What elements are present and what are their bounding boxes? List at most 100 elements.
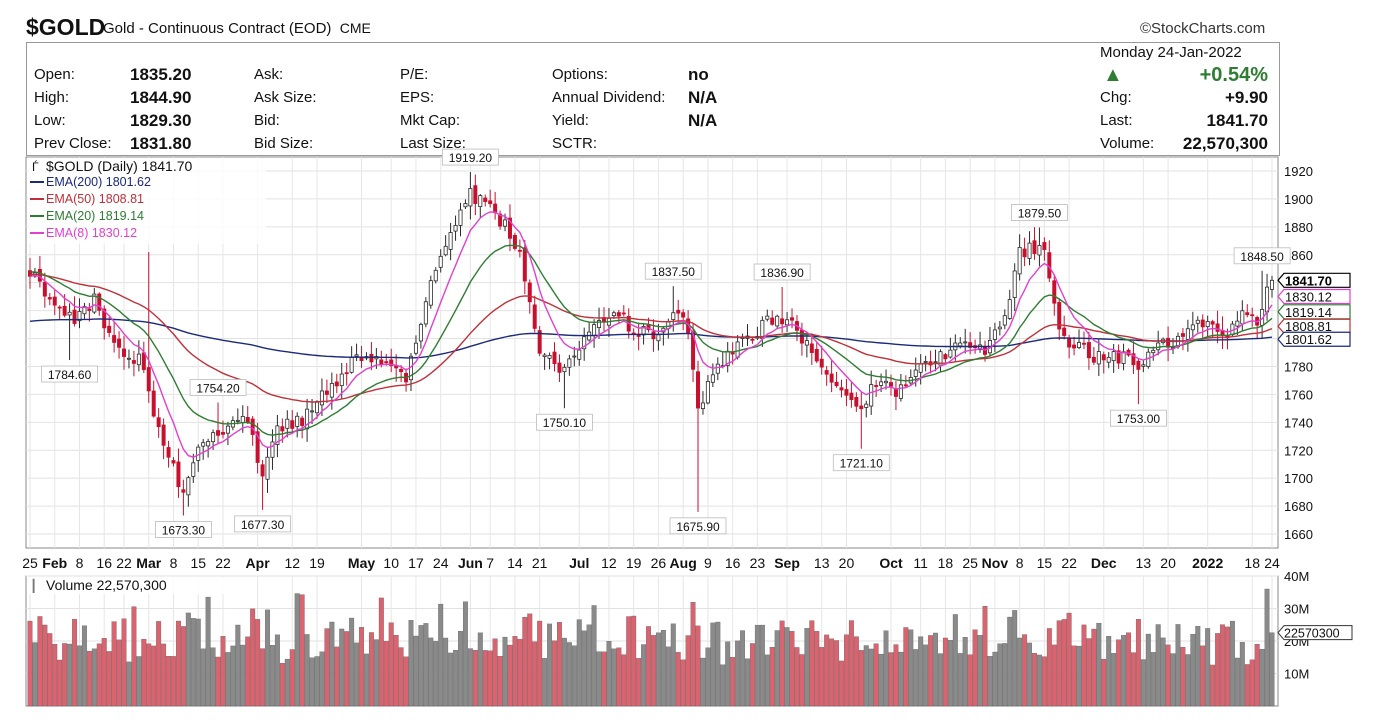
x-tick-label: 22 — [1061, 555, 1077, 571]
candle-body — [339, 373, 344, 387]
volume-bar — [1160, 637, 1166, 707]
volume-last-label: 22570300 — [1284, 627, 1340, 641]
volume-bar — [1155, 624, 1161, 707]
volume-bar — [740, 630, 745, 707]
annotation-label: 1675.90 — [676, 520, 720, 534]
volume-bar — [67, 643, 73, 707]
candle-body — [992, 329, 997, 340]
volume-bar — [398, 647, 404, 707]
x-tick-label: 24 — [1264, 555, 1280, 571]
candle-body — [97, 293, 102, 311]
marker-tag — [1277, 304, 1351, 320]
legend-bg — [28, 158, 266, 244]
quote-label: Ask: — [254, 66, 284, 83]
candle-body — [790, 317, 795, 321]
volume-bar — [32, 642, 38, 707]
volume-bar — [408, 620, 414, 707]
volume-bar — [745, 658, 750, 707]
volume-bar — [136, 656, 142, 707]
candle-body — [220, 432, 225, 435]
candle-body — [201, 442, 206, 447]
candle-body — [498, 213, 503, 227]
candle-body — [1156, 342, 1161, 351]
annotation-label: 1837.50 — [652, 265, 696, 279]
candle-body — [691, 331, 696, 370]
volume-bar — [1002, 643, 1008, 707]
x-tick-label: 19 — [626, 555, 642, 571]
quote-label: Annual Dividend: — [552, 89, 666, 106]
candle-body — [1022, 248, 1027, 258]
volume-bar — [299, 594, 305, 707]
volume-bar — [1071, 645, 1077, 707]
volume-bar — [938, 653, 943, 707]
volume-bar — [289, 649, 295, 707]
x-tick-label: 12 — [601, 555, 617, 571]
candle-body — [730, 352, 735, 355]
volume-bar — [200, 648, 206, 707]
candle-body — [621, 312, 626, 315]
volume-bar — [403, 656, 409, 707]
volume-bar — [378, 597, 384, 707]
volume-bar — [685, 635, 691, 707]
candle-body — [463, 203, 468, 208]
quote-label: Last Size: — [400, 135, 466, 152]
x-tick-label: 19 — [309, 555, 325, 571]
volume-bar — [185, 612, 191, 707]
candle-body — [117, 338, 122, 348]
candle-body — [389, 359, 394, 367]
candle-body — [1096, 351, 1101, 365]
candle-body — [433, 269, 438, 282]
x-tick-label: Feb — [42, 555, 67, 571]
x-tick-label: 16 — [96, 555, 112, 571]
candle-body — [780, 318, 785, 325]
x-tick-label: 14 — [507, 555, 523, 571]
quote-label: High: — [34, 89, 70, 106]
volume-bar — [472, 650, 478, 707]
quote-value: N/A — [688, 88, 718, 107]
volume-bar — [1269, 632, 1275, 707]
x-tick-label: 9 — [704, 555, 712, 571]
volume-bar — [1007, 616, 1013, 707]
candle-body — [1250, 314, 1255, 317]
marker-tag — [1277, 331, 1351, 347]
x-tick-label: 26 — [651, 555, 667, 571]
volume-bar — [284, 658, 290, 707]
candle-body — [879, 381, 884, 386]
volume-bar — [561, 637, 567, 707]
quote-value: 22,570,300 — [1182, 134, 1268, 153]
volume-bar — [81, 625, 87, 707]
candle-body — [507, 217, 512, 239]
candle-body — [314, 401, 319, 414]
x-tick-label: 21 — [532, 555, 548, 571]
volume-bar — [1180, 646, 1186, 707]
candle-body — [72, 309, 77, 324]
volume-bar — [294, 593, 300, 707]
candle-body — [423, 301, 428, 325]
volume-bar — [111, 621, 117, 707]
volume-bar — [453, 650, 458, 707]
volume-bar — [660, 630, 666, 707]
candle-body — [458, 209, 463, 226]
annotation-box — [1011, 204, 1068, 221]
candle-body — [77, 310, 82, 322]
volume-bar — [779, 620, 785, 707]
volume-bar — [52, 644, 58, 707]
volume-bar — [141, 638, 147, 707]
candle-body — [517, 249, 522, 252]
volume-bar — [62, 643, 68, 707]
volume-bar — [596, 651, 602, 707]
annotation-label: 1836.90 — [760, 266, 804, 280]
candle-body — [379, 359, 384, 365]
volume-bar — [898, 651, 904, 707]
candle-body — [478, 195, 483, 208]
candle-body — [418, 323, 423, 342]
volume-bar — [116, 639, 122, 707]
candle-body — [1057, 302, 1062, 330]
volume-bar — [646, 626, 651, 707]
candle-body — [656, 334, 661, 342]
source-credit[interactable]: ©StockCharts.com — [1140, 20, 1266, 37]
candle-body — [329, 383, 334, 398]
candle-body — [488, 200, 493, 205]
volume-bar — [487, 650, 493, 707]
